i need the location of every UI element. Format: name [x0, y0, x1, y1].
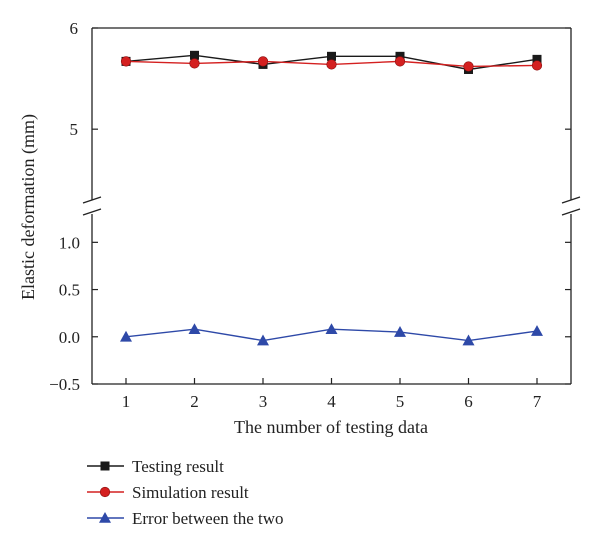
y-tick-label: 5 — [70, 120, 79, 139]
marker-circle — [394, 56, 406, 67]
x-tick-label: 2 — [190, 392, 199, 411]
y-axis-label: Elastic deformation (mm) — [18, 114, 39, 300]
axis-break-mark-right — [561, 208, 581, 216]
marker-triangle — [325, 323, 338, 335]
marker-circle — [463, 61, 474, 72]
marker-circle — [120, 56, 132, 67]
marker-circle — [257, 56, 269, 67]
x-tick-label: 7 — [533, 392, 542, 411]
axis-break-mark-left — [82, 208, 102, 216]
x-tick-label: 3 — [259, 392, 268, 411]
y-tick-label: 0.0 — [59, 328, 80, 347]
y-tick-label: 0.5 — [59, 281, 80, 300]
legend-item: Testing result — [87, 457, 224, 476]
legend-item: Simulation result — [87, 483, 249, 502]
marker-circle — [189, 58, 200, 69]
legend-label: Testing result — [132, 457, 224, 476]
marker-circle — [531, 60, 543, 71]
x-tick-label: 1 — [122, 392, 131, 411]
marker-circle — [99, 486, 111, 498]
y-tick-label: 6 — [70, 19, 79, 38]
marker-triangle — [188, 323, 201, 335]
marker-square — [100, 461, 110, 471]
y-tick-label: 1.0 — [59, 233, 80, 252]
axis-break-mark-left — [82, 196, 102, 204]
marker-triangle — [120, 330, 132, 342]
marker-square — [190, 50, 199, 60]
marker-square — [532, 54, 542, 64]
marker-triangle — [531, 325, 543, 336]
axis-ticks: 5 6 −0.5 0.0 0.5 1.0 1 2 3 4 5 6 7 — [49, 19, 571, 411]
marker-square — [327, 51, 336, 61]
x-tick-label: 6 — [464, 392, 473, 411]
marker-triangle — [462, 334, 475, 346]
series-error-between-the-two — [120, 323, 543, 346]
series-simulation-result — [120, 56, 543, 72]
legend-label: Simulation result — [132, 483, 249, 502]
legend-item: Error between the two — [87, 509, 284, 528]
marker-triangle — [257, 334, 269, 346]
marker-triangle — [394, 326, 406, 337]
x-tick-label: 4 — [327, 392, 336, 411]
x-axis-label: The number of testing data — [234, 417, 428, 437]
x-tick-label: 5 — [396, 392, 405, 411]
marker-circle — [326, 59, 337, 70]
legend-label: Error between the two — [132, 509, 284, 528]
y-tick-label: −0.5 — [49, 375, 80, 394]
marker-triangle — [99, 512, 111, 523]
series-layer — [120, 50, 543, 346]
legend: Testing result Simulation result Error bet… — [87, 457, 284, 528]
axis-break-mark-right — [561, 196, 581, 204]
